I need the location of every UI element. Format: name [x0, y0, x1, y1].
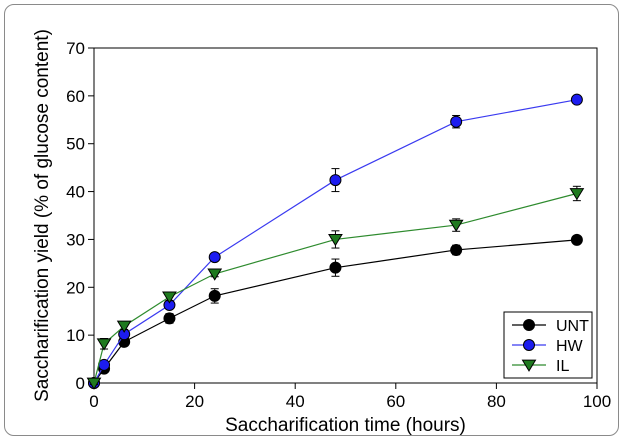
y-tick-label: 50	[66, 135, 85, 154]
data-point-il	[448, 219, 464, 232]
y-tick-label: 70	[66, 39, 85, 58]
legend-marker-hw	[523, 339, 535, 351]
y-tick-label: 60	[66, 87, 85, 106]
legend-label-hw: HW	[556, 338, 584, 355]
data-point-il	[116, 320, 132, 333]
legend-label-unt: UNT	[556, 318, 589, 335]
series-il	[86, 185, 585, 390]
legend-item-hw: HW	[512, 338, 584, 355]
legend-marker-unt	[523, 319, 535, 331]
data-point-il	[569, 188, 585, 201]
series-unt	[88, 233, 583, 389]
data-point-hw	[208, 251, 221, 264]
x-tick-label: 60	[386, 392, 405, 411]
data-point-il	[86, 377, 102, 390]
legend-marker-il	[521, 359, 537, 372]
data-point-unt	[208, 289, 221, 302]
y-tick-label: 0	[76, 374, 85, 393]
y-axis-title: Saccharification yield (% of glucose con…	[32, 29, 53, 402]
data-point-il	[162, 291, 177, 304]
legend-item-il: IL	[512, 358, 569, 375]
x-tick-label: 0	[89, 392, 98, 411]
x-tick-label: 20	[185, 392, 204, 411]
data-point-unt	[450, 243, 463, 256]
data-point-il	[328, 234, 343, 247]
y-tick-label: 20	[66, 278, 85, 297]
y-tick-label: 40	[66, 183, 85, 202]
y-tick-label: 10	[66, 326, 85, 345]
data-point-unt	[570, 233, 583, 246]
x-tick-label: 100	[583, 392, 611, 411]
data-point-il	[96, 338, 112, 351]
x-tick-label: 80	[487, 392, 506, 411]
data-point-unt	[329, 261, 342, 274]
y-tick-label: 30	[66, 230, 85, 249]
series-layer	[86, 93, 585, 390]
data-point-hw	[450, 115, 463, 128]
axes: 0 20 40 60 80 100 0 10 20 30 40 50 60 70	[66, 39, 611, 411]
x-axis-title: Saccharification time (hours)	[225, 415, 466, 436]
series-line-hw	[93, 99, 577, 384]
data-point-il	[207, 268, 223, 281]
data-point-hw	[570, 93, 583, 106]
legend: UNT HW IL	[503, 311, 593, 379]
plot-area	[93, 47, 598, 384]
x-tick-label: 40	[286, 392, 305, 411]
legend-item-unt: UNT	[512, 318, 589, 335]
data-point-unt	[163, 312, 176, 325]
data-point-hw	[329, 174, 342, 187]
legend-label-il: IL	[556, 358, 569, 375]
